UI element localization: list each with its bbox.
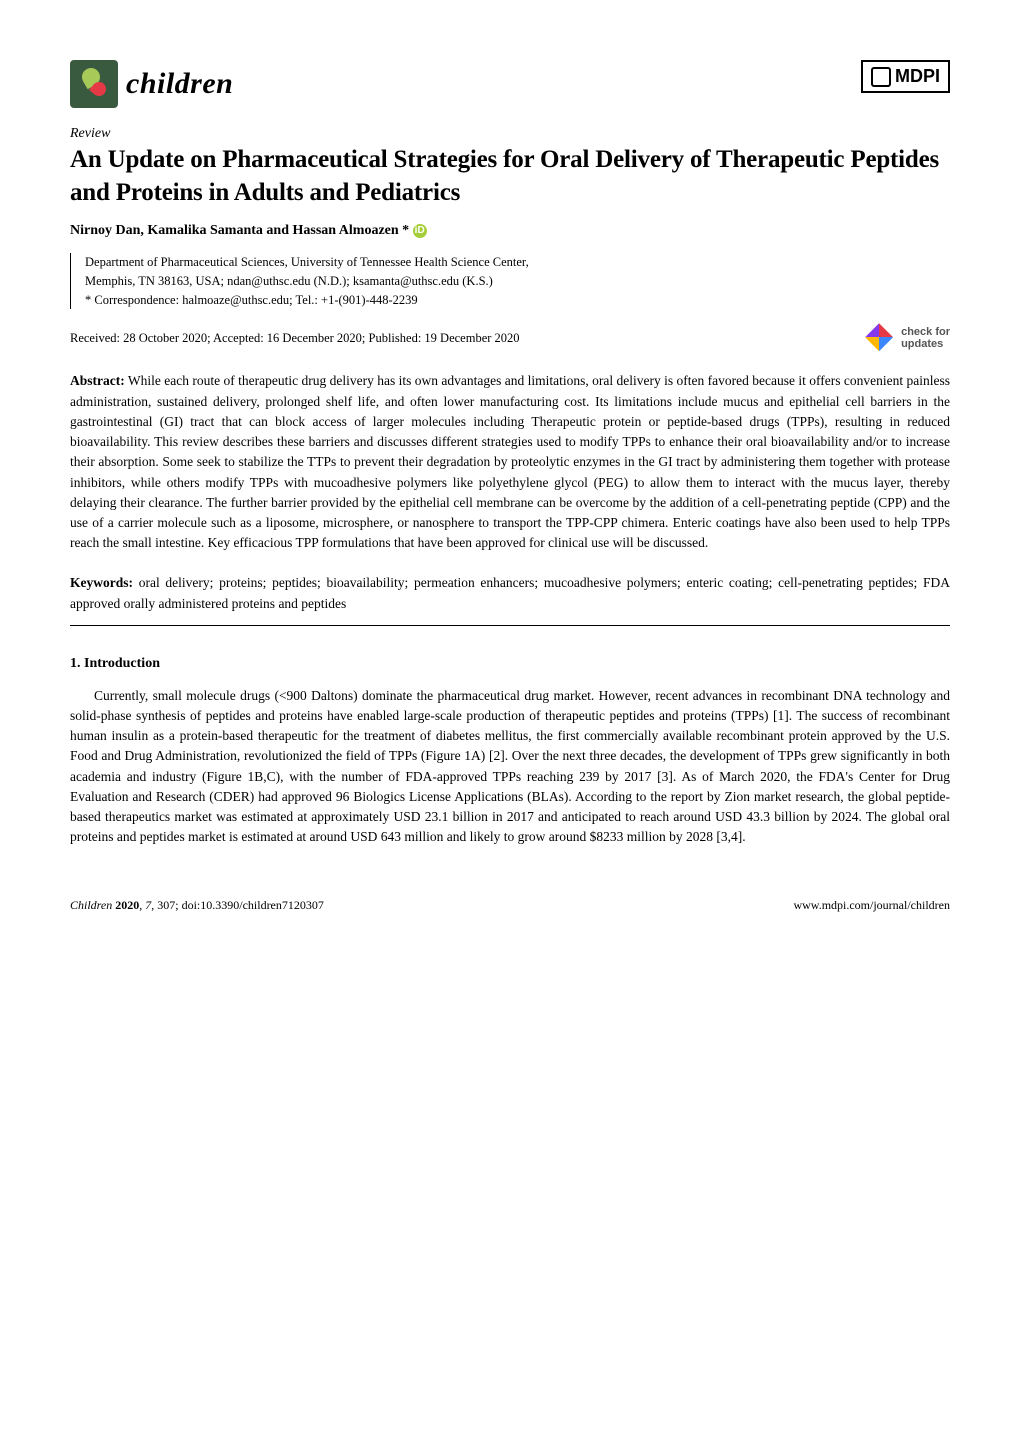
dates-row: Received: 28 October 2020; Accepted: 16 … <box>70 323 950 353</box>
article-title: An Update on Pharmaceutical Strategies f… <box>70 144 950 209</box>
journal-logo-block: children <box>70 60 233 108</box>
publisher-name: MDPI <box>895 66 940 87</box>
affiliation-correspondence: * Correspondence: halmoaze@uthsc.edu; Te… <box>85 291 950 310</box>
journal-name: children <box>126 67 233 101</box>
article-type: Review <box>70 126 950 142</box>
abstract: Abstract: While each route of therapeuti… <box>70 371 950 553</box>
section-1-body: Currently, small molecule drugs (<900 Da… <box>70 686 950 848</box>
orcid-icon[interactable]: iD <box>413 224 427 238</box>
check-updates-icon <box>865 323 895 353</box>
authors-text: Nirnoy Dan, Kamalika Samanta and Hassan … <box>70 223 409 238</box>
check-updates-badge[interactable]: check for updates <box>865 323 950 353</box>
keywords-text: oral delivery; proteins; peptides; bioav… <box>70 575 950 612</box>
page-footer: Children 2020, 7, 307; doi:10.3390/child… <box>70 898 950 913</box>
header-row: children MDPI <box>70 60 950 108</box>
abstract-label: Abstract: <box>70 373 125 388</box>
footer-left: Children 2020, 7, 307; doi:10.3390/child… <box>70 898 324 913</box>
keywords-label: Keywords: <box>70 575 133 590</box>
affiliation-address: Memphis, TN 38163, USA; ndan@uthsc.edu (… <box>85 272 950 291</box>
section-1-heading: 1. Introduction <box>70 656 950 672</box>
publisher-logo: MDPI <box>861 60 950 93</box>
abstract-text: While each route of therapeutic drug del… <box>70 373 950 550</box>
journal-logo-icon <box>70 60 118 108</box>
affiliation-dept: Department of Pharmaceutical Sciences, U… <box>85 253 950 272</box>
dates-text: Received: 28 October 2020; Accepted: 16 … <box>70 331 520 346</box>
keywords: Keywords: oral delivery; proteins; pepti… <box>70 572 950 615</box>
check-updates-text: check for updates <box>901 326 950 350</box>
check-updates-line1: check for <box>901 326 950 338</box>
check-updates-line2: updates <box>901 338 943 350</box>
section-divider <box>70 625 950 626</box>
footer-right[interactable]: www.mdpi.com/journal/children <box>793 898 950 913</box>
affiliation-block: Department of Pharmaceutical Sciences, U… <box>70 253 950 309</box>
authors-line: Nirnoy Dan, Kamalika Samanta and Hassan … <box>70 223 950 239</box>
